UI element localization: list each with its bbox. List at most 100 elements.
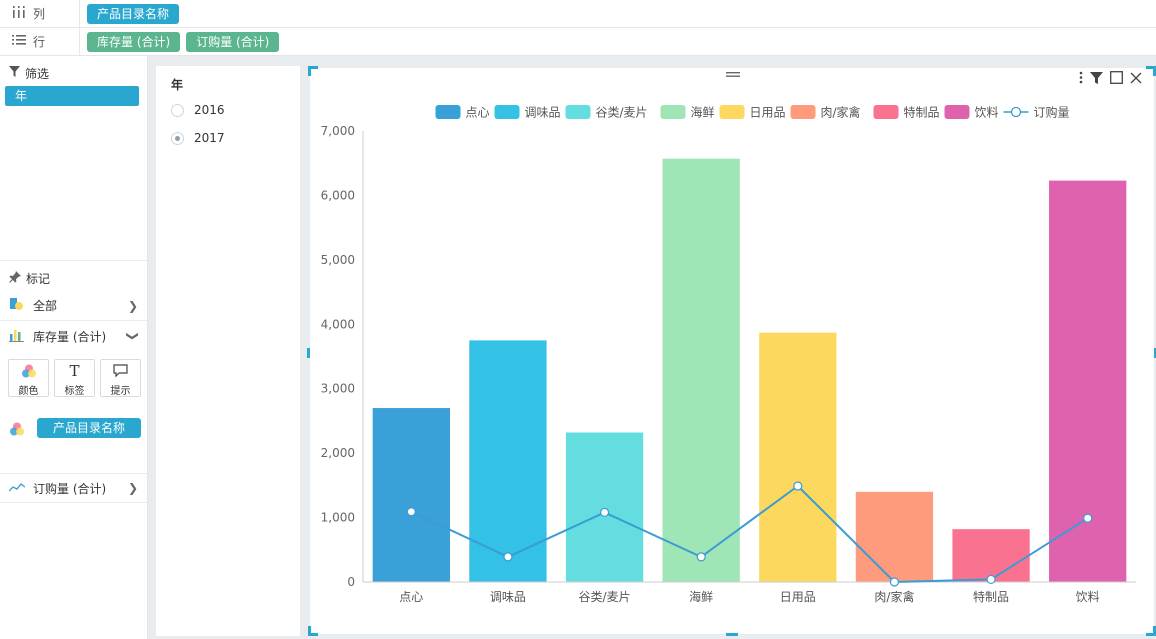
columns-shelf-label: 列 — [0, 0, 80, 27]
line-point — [406, 507, 416, 517]
y-tick-label: 3,000 — [321, 382, 355, 396]
marks-measure1-label: 库存量 (合计) — [33, 329, 107, 344]
line-point — [986, 574, 996, 585]
columns-shelf: 列 产品目录名称 — [0, 0, 1156, 28]
close-icon[interactable] — [1130, 72, 1142, 88]
chevron-right-icon: ❯ — [127, 481, 138, 495]
marks-title-text: 标记 — [26, 271, 51, 286]
bar — [952, 529, 1030, 582]
marks-measure2-label: 订购量 (合计) — [33, 481, 107, 496]
year-option-2017[interactable]: 2017 — [171, 131, 225, 145]
y-tick-label: 6,000 — [321, 188, 355, 202]
marks-measure2-row[interactable]: 订购量 (合计) ❯ — [0, 473, 147, 503]
columns-label: 列 — [33, 7, 46, 21]
marks-section-title: 标记 — [0, 267, 147, 289]
x-tick-label: 点心 — [399, 590, 423, 604]
label-button[interactable]: T 标签 — [54, 359, 95, 397]
line-point — [696, 552, 706, 562]
resize-handle-left[interactable] — [307, 348, 310, 358]
year-filter-panel: 年 2016 2017 — [156, 66, 300, 636]
bar — [372, 408, 450, 582]
legend-swatch — [873, 105, 899, 119]
legend-swatch — [719, 105, 745, 119]
x-tick-label: 日用品 — [780, 590, 816, 604]
marks-measure1-row[interactable]: 库存量 (合计) ❯ — [0, 321, 147, 351]
legend-swatch — [660, 105, 686, 119]
radio-2016[interactable] — [171, 103, 184, 117]
legend-swatch — [435, 105, 461, 119]
y-tick-label: 1,000 — [321, 511, 355, 525]
x-tick-label: 谷类/麦片 — [579, 590, 631, 604]
tooltip-button[interactable]: 提示 — [100, 359, 141, 397]
legend-swatch — [565, 105, 591, 119]
chart-toolbar — [1079, 71, 1142, 88]
maximize-icon[interactable] — [1110, 71, 1123, 88]
selection-corner — [308, 66, 318, 76]
legend-label: 饮料 — [975, 106, 999, 120]
row-pill-stock[interactable]: 库存量 (合计) — [87, 31, 181, 52]
selection-corner — [1146, 66, 1156, 76]
legend-label: 调味品 — [525, 106, 561, 120]
color-button[interactable]: 颜色 — [8, 359, 49, 397]
column-pill-category[interactable]: 产品目录名称 — [87, 3, 180, 24]
y-tick-label: 2,000 — [321, 446, 355, 460]
radio-2017[interactable] — [171, 131, 184, 145]
y-tick-label: 4,000 — [321, 317, 355, 331]
label-button-label: 标签 — [64, 386, 85, 397]
filter-chip-year[interactable]: 年 — [5, 86, 139, 106]
bar — [565, 432, 644, 582]
funnel-icon — [9, 66, 20, 80]
drag-handle-icon[interactable] — [726, 68, 740, 82]
color-icon — [9, 360, 48, 382]
rows-label: 行 — [33, 35, 46, 49]
marks-all-label: 全部 — [33, 299, 58, 313]
year-option-label: 2016 — [194, 103, 225, 117]
rows-shelf: 行 库存量 (合计) 订购量 (合计) — [0, 28, 1156, 56]
resize-handle-right[interactable] — [1154, 348, 1156, 358]
tooltip-icon — [101, 360, 140, 382]
legend-label: 订购量 — [1034, 105, 1070, 120]
legend-label: 日用品 — [750, 106, 786, 120]
x-tick-label: 海鲜 — [689, 589, 713, 604]
row-pill-orders[interactable]: 订购量 (合计) — [186, 31, 280, 52]
shapes-icon — [9, 297, 27, 314]
year-filter-title: 年 — [171, 78, 184, 92]
x-tick-label: 特制品 — [973, 589, 1009, 604]
legend-label: 谷类/麦片 — [596, 106, 648, 120]
line-point — [889, 577, 900, 587]
legend-label: 海鲜 — [691, 105, 715, 120]
chart-panel: 0 1,000 2,000 3,000 4,000 5,000 6,000 7,000 点心 调味… — [307, 66, 1156, 636]
marks-section: 标记 全部 ❯ 库存量 (合计) ❯ 颜色 T 标签 — [0, 260, 147, 503]
color-field-row: 产品目录名称 — [0, 417, 147, 441]
line-point — [1083, 513, 1093, 523]
filter-title-text: 筛选 — [25, 66, 50, 81]
filter-icon[interactable] — [1090, 71, 1103, 88]
legend-swatch — [944, 105, 970, 119]
bar — [759, 332, 837, 582]
rows-icon — [12, 34, 28, 49]
x-tick-label: 调味品 — [490, 590, 526, 604]
order-line — [410, 484, 1089, 584]
color-field-pill[interactable]: 产品目录名称 — [37, 418, 141, 438]
y-tick-label: 7,000 — [321, 124, 355, 138]
selection-corner — [308, 626, 318, 636]
line-point — [793, 481, 803, 491]
more-vertical-icon[interactable] — [1079, 71, 1083, 88]
bar — [662, 158, 740, 582]
legend-label: 肉/家禽 — [821, 105, 861, 120]
label-T-icon: T — [69, 362, 80, 380]
marks-all-row[interactable]: 全部 ❯ — [0, 291, 147, 321]
year-option-2016[interactable]: 2016 — [171, 103, 225, 117]
chevron-right-icon: ❯ — [127, 298, 138, 313]
color-button-label: 颜色 — [18, 386, 39, 397]
left-panel: 筛选 年 标记 全部 ❯ 库存量 (合计) ❯ 颜色 — [0, 56, 148, 639]
y-tick-label: 5,000 — [321, 253, 355, 267]
filter-section-title: 筛选 — [0, 62, 147, 84]
resize-handle-bottom[interactable] — [726, 633, 738, 636]
line-point — [503, 552, 513, 562]
pin-icon — [9, 270, 21, 286]
legend-swatch — [790, 105, 816, 119]
tooltip-button-label: 提示 — [110, 386, 131, 397]
rows-shelf-label: 行 — [0, 28, 80, 55]
legend-label: 点心 — [466, 106, 490, 120]
